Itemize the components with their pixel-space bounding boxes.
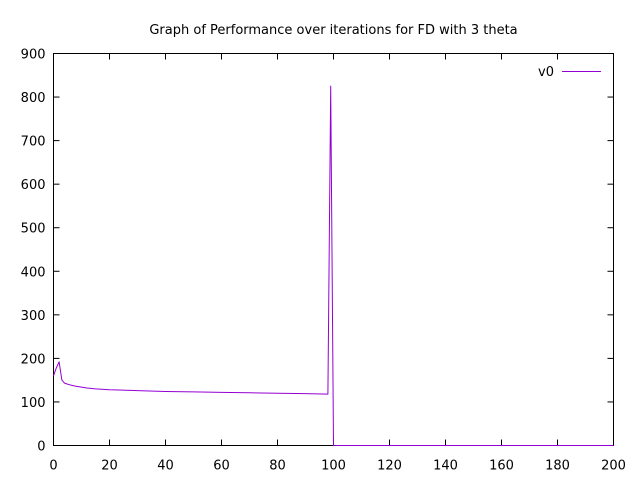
x-tick-label: 200 xyxy=(601,459,626,474)
legend-label: v0 xyxy=(538,65,554,80)
y-tick-label: 300 xyxy=(21,309,46,324)
x-tick-label: 120 xyxy=(377,459,402,474)
y-tick-label: 600 xyxy=(21,178,46,193)
y-axis: 0 100 200 300 400 500 600 700 800 900 xyxy=(21,48,614,455)
series-line-v0 xyxy=(53,85,614,446)
x-tick-label: 140 xyxy=(433,459,458,474)
x-tick-label: 100 xyxy=(321,459,346,474)
x-tick-label: 20 xyxy=(101,459,118,474)
series-layer xyxy=(53,85,614,446)
x-tick-label: 160 xyxy=(489,459,514,474)
x-tick-label: 180 xyxy=(545,459,570,474)
x-tick-label: 40 xyxy=(157,459,174,474)
y-tick-label: 400 xyxy=(21,265,46,280)
y-tick-label: 500 xyxy=(21,222,46,237)
y-tick-label: 100 xyxy=(21,396,46,411)
chart-title: Graph of Performance over iterations for… xyxy=(149,23,517,38)
y-tick-label: 0 xyxy=(37,440,45,455)
y-tick-label: 800 xyxy=(21,91,46,106)
y-tick-label: 200 xyxy=(21,352,46,367)
legend: v0 xyxy=(538,65,601,80)
x-axis: 0 20 40 60 80 100 120 140 160 180 200 xyxy=(49,53,626,474)
x-tick-label: 60 xyxy=(213,459,230,474)
x-tick-label: 80 xyxy=(269,459,286,474)
y-tick-label: 900 xyxy=(21,48,46,63)
x-tick-label: 0 xyxy=(49,459,57,474)
y-tick-label: 700 xyxy=(21,135,46,150)
